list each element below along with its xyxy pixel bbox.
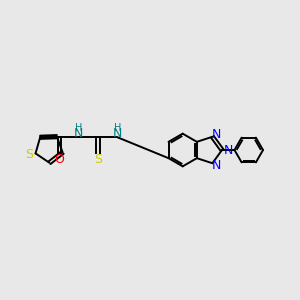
Text: H: H	[114, 123, 121, 133]
Text: N: N	[113, 127, 122, 140]
Text: N: N	[223, 143, 232, 157]
Text: N: N	[212, 128, 221, 141]
Text: S: S	[94, 153, 102, 166]
Text: S: S	[26, 148, 34, 161]
Text: O: O	[55, 153, 64, 166]
Text: H: H	[75, 123, 82, 133]
Text: N: N	[74, 127, 83, 140]
Text: N: N	[212, 159, 221, 172]
